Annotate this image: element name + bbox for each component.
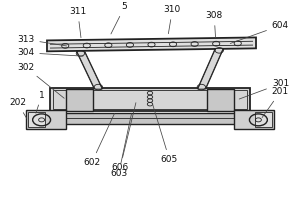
Bar [234,110,274,129]
Bar [26,110,66,129]
Bar [29,113,271,124]
Text: 202: 202 [9,98,27,118]
Bar [66,89,93,111]
Text: 604: 604 [230,21,289,43]
Bar [50,88,250,111]
Text: 605: 605 [152,103,178,164]
Text: 1: 1 [36,91,45,113]
Bar [53,90,247,109]
Text: 308: 308 [206,11,223,38]
Polygon shape [77,51,102,89]
Text: 313: 313 [17,35,67,46]
Text: 602: 602 [83,113,115,167]
Text: 310: 310 [164,5,181,34]
Text: 311: 311 [69,7,86,38]
Text: 606: 606 [112,103,136,172]
Text: 302: 302 [17,63,64,98]
Text: 603: 603 [110,114,131,178]
Text: 301: 301 [239,79,289,99]
Bar [255,112,272,127]
Text: 5: 5 [111,2,128,34]
Bar [207,89,234,111]
Polygon shape [47,37,256,51]
Polygon shape [198,48,223,89]
Bar [28,112,45,127]
Text: 201: 201 [262,87,289,118]
Text: 304: 304 [17,48,83,57]
